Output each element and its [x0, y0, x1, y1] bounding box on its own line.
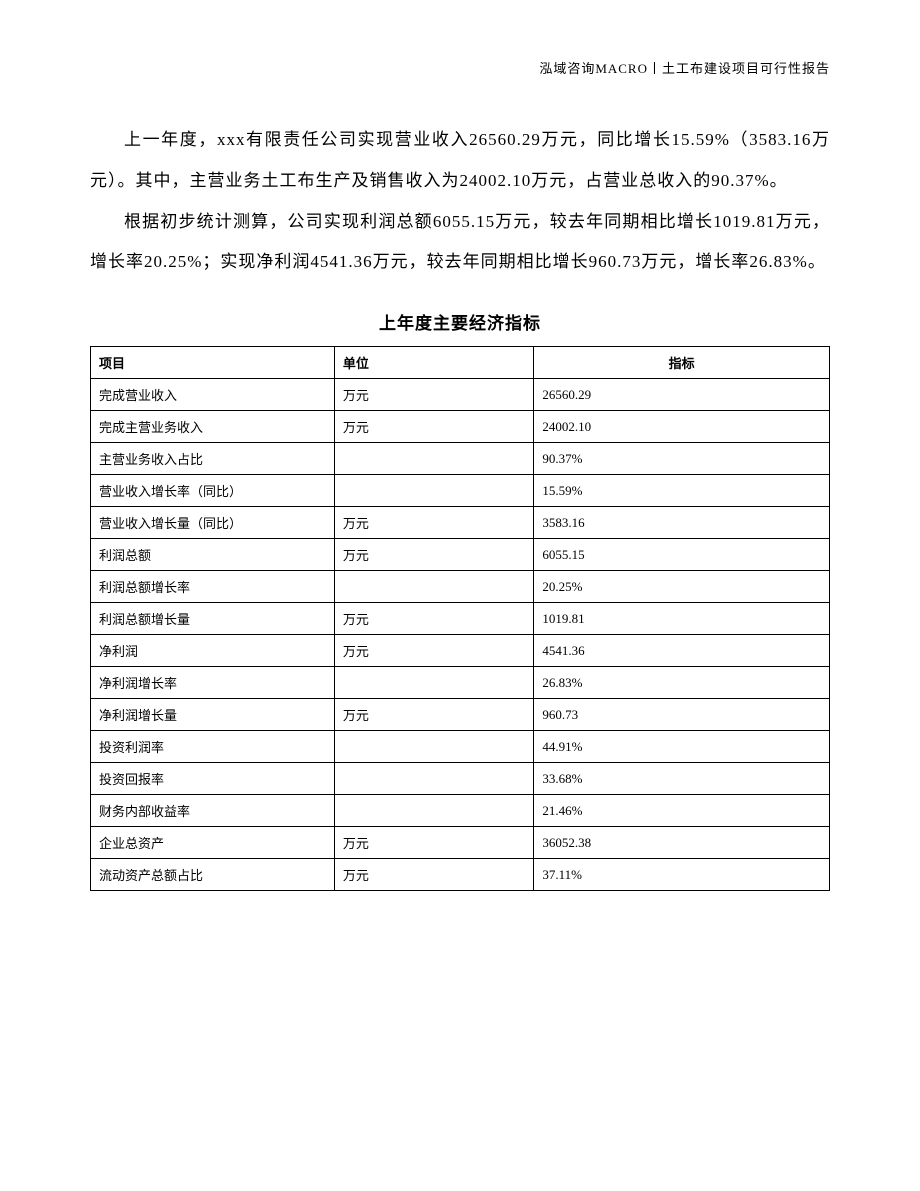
table-cell — [334, 475, 534, 507]
table-cell: 万元 — [334, 635, 534, 667]
table-cell: 15.59% — [534, 475, 830, 507]
table-cell: 1019.81 — [534, 603, 830, 635]
table-cell: 净利润增长率 — [91, 667, 335, 699]
table-cell — [334, 795, 534, 827]
table-cell: 企业总资产 — [91, 827, 335, 859]
table-head: 项目 单位 指标 — [91, 347, 830, 379]
table-row: 投资利润率 44.91% — [91, 731, 830, 763]
table-cell — [334, 443, 534, 475]
table-cell: 利润总额增长量 — [91, 603, 335, 635]
table-row: 营业收入增长量（同比）万元3583.16 — [91, 507, 830, 539]
table-cell: 财务内部收益率 — [91, 795, 335, 827]
table-row: 企业总资产万元36052.38 — [91, 827, 830, 859]
table-cell: 26.83% — [534, 667, 830, 699]
table-row: 完成主营业务收入万元24002.10 — [91, 411, 830, 443]
table-cell: 净利润 — [91, 635, 335, 667]
table-cell — [334, 571, 534, 603]
table-row: 利润总额万元6055.15 — [91, 539, 830, 571]
table-row: 财务内部收益率 21.46% — [91, 795, 830, 827]
table-row: 主营业务收入占比 90.37% — [91, 443, 830, 475]
table-cell: 万元 — [334, 827, 534, 859]
table-cell: 33.68% — [534, 763, 830, 795]
table-cell — [334, 731, 534, 763]
table-title: 上年度主要经济指标 — [90, 309, 830, 334]
header-text: 泓域咨询MACRO丨土工布建设项目可行性报告 — [539, 61, 830, 76]
paragraph-2: 根据初步统计测算，公司实现利润总额6055.15万元，较去年同期相比增长1019… — [90, 202, 830, 284]
col-header-unit: 单位 — [334, 347, 534, 379]
table-cell: 营业收入增长量（同比） — [91, 507, 335, 539]
table-row: 净利润万元4541.36 — [91, 635, 830, 667]
table-cell: 37.11% — [534, 859, 830, 891]
table-body: 完成营业收入万元26560.29完成主营业务收入万元24002.10主营业务收入… — [91, 379, 830, 891]
col-header-project: 项目 — [91, 347, 335, 379]
table-cell: 利润总额增长率 — [91, 571, 335, 603]
table-cell: 完成主营业务收入 — [91, 411, 335, 443]
table-cell: 投资利润率 — [91, 731, 335, 763]
table-cell: 营业收入增长率（同比） — [91, 475, 335, 507]
table-cell: 万元 — [334, 411, 534, 443]
table-header-row: 项目 单位 指标 — [91, 347, 830, 379]
table-cell: 6055.15 — [534, 539, 830, 571]
table-cell: 完成营业收入 — [91, 379, 335, 411]
table-cell — [334, 763, 534, 795]
table-cell: 20.25% — [534, 571, 830, 603]
table-row: 营业收入增长率（同比） 15.59% — [91, 475, 830, 507]
table-cell: 万元 — [334, 379, 534, 411]
table-cell: 万元 — [334, 507, 534, 539]
table-cell: 净利润增长量 — [91, 699, 335, 731]
table-cell: 万元 — [334, 699, 534, 731]
table-cell: 24002.10 — [534, 411, 830, 443]
table-row: 净利润增长量万元960.73 — [91, 699, 830, 731]
table-cell: 36052.38 — [534, 827, 830, 859]
table-cell: 90.37% — [534, 443, 830, 475]
table-cell: 万元 — [334, 603, 534, 635]
table-cell: 投资回报率 — [91, 763, 335, 795]
table-cell: 960.73 — [534, 699, 830, 731]
table-row: 流动资产总额占比万元37.11% — [91, 859, 830, 891]
economic-indicators-table: 项目 单位 指标 完成营业收入万元26560.29完成主营业务收入万元24002… — [90, 346, 830, 891]
table-cell: 万元 — [334, 539, 534, 571]
table-row: 完成营业收入万元26560.29 — [91, 379, 830, 411]
table-cell: 万元 — [334, 859, 534, 891]
table-cell: 流动资产总额占比 — [91, 859, 335, 891]
table-cell: 44.91% — [534, 731, 830, 763]
page-header: 泓域咨询MACRO丨土工布建设项目可行性报告 — [539, 58, 830, 77]
col-header-indicator: 指标 — [534, 347, 830, 379]
page: 泓域咨询MACRO丨土工布建设项目可行性报告 上一年度，xxx有限责任公司实现营… — [0, 0, 920, 1191]
table-cell: 21.46% — [534, 795, 830, 827]
table-cell — [334, 667, 534, 699]
table-row: 利润总额增长量万元1019.81 — [91, 603, 830, 635]
table-row: 净利润增长率 26.83% — [91, 667, 830, 699]
table-cell: 主营业务收入占比 — [91, 443, 335, 475]
table-cell: 4541.36 — [534, 635, 830, 667]
body-text-block: 上一年度，xxx有限责任公司实现营业收入26560.29万元，同比增长15.59… — [90, 120, 830, 283]
table-cell: 利润总额 — [91, 539, 335, 571]
table-cell: 26560.29 — [534, 379, 830, 411]
table-row: 利润总额增长率 20.25% — [91, 571, 830, 603]
paragraph-1: 上一年度，xxx有限责任公司实现营业收入26560.29万元，同比增长15.59… — [90, 120, 830, 202]
table-row: 投资回报率 33.68% — [91, 763, 830, 795]
table-cell: 3583.16 — [534, 507, 830, 539]
